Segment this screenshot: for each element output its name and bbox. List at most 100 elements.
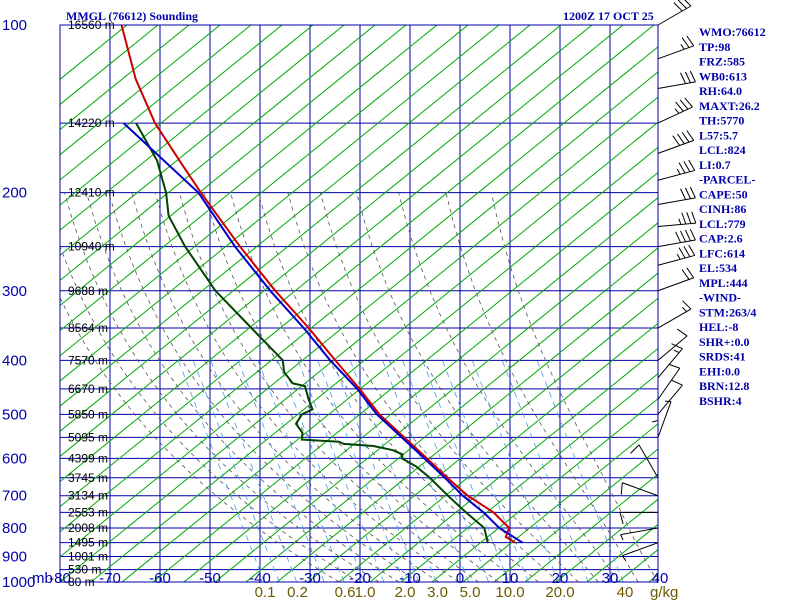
wind-barb-staff: [657, 81, 696, 89]
wind-barb-flag: [681, 269, 690, 280]
height-label: 3134 m: [68, 489, 108, 503]
dry-adiabat: [152, 171, 658, 582]
dry-adiabat: [493, 448, 658, 582]
height-label: 1495 m: [68, 536, 108, 550]
height-label: 530 m: [68, 563, 101, 577]
wind-barb-flag: [673, 2, 683, 12]
mixing-ratio-label: 0.2: [287, 584, 308, 600]
height-label: 2553 m: [68, 505, 108, 519]
parameter-line: MAXT:26.2: [699, 99, 760, 113]
moist-adiabat: [60, 296, 340, 582]
wind-barb-flag: [678, 218, 682, 225]
mixing-ratio-line: [277, 360, 365, 582]
mixing-ratio-line: [317, 360, 405, 582]
chart-time: 1200Z 17 OCT 25: [563, 9, 654, 23]
dry-adiabat: [60, 25, 376, 282]
moist-adiabat: [203, 192, 499, 582]
height-label: 3745 m: [68, 471, 108, 485]
wind-barb-flag: [621, 555, 627, 561]
dry-adiabat: [60, 25, 252, 181]
moist-adiabat: [108, 192, 420, 582]
height-label: 2008 m: [68, 521, 108, 535]
height-label: 1001 m: [68, 550, 108, 564]
moist-adiabat: [154, 192, 459, 582]
wind-barb-flag: [619, 512, 624, 525]
parameter-line: WB0:613: [699, 69, 747, 83]
height-label: 7570 m: [68, 353, 108, 367]
wind-barb-flag: [689, 228, 696, 241]
temperature-tick-label: -60: [149, 570, 171, 587]
parameter-line: FRZ:585: [699, 55, 745, 69]
dry-adiabat: [214, 222, 658, 582]
wind-barb-staff: [657, 348, 683, 379]
wind-barb-staff: [657, 254, 695, 266]
mixing-ratio-label: 1.0: [355, 584, 376, 600]
height-label: 8564 m: [68, 321, 108, 335]
temperature-tick-label: -70: [99, 570, 121, 587]
dry-adiabat: [338, 322, 658, 582]
mixing-ratio-line: [349, 360, 437, 582]
dry-adiabat: [60, 46, 658, 533]
wind-barb-flag: [675, 231, 682, 243]
parameter-line: LCL:779: [699, 217, 746, 231]
dry-adiabat: [60, 25, 345, 256]
wind-barb-flag: [678, 247, 686, 259]
pressure-axis-labels: 100 200 300 400 500 600 700 800 900 1000: [2, 17, 35, 591]
wind-barb-flag: [683, 246, 691, 257]
wind-barb-staff: [657, 106, 693, 124]
dry-adiabat: [90, 121, 658, 582]
wind-barb-flag: [686, 212, 692, 224]
height-label: 10940 m: [68, 240, 115, 254]
wind-barb-flag: [672, 135, 681, 146]
moist-adiabat: [319, 192, 579, 582]
wind-barb-staff: [620, 527, 659, 536]
mixing-ratio-labels: 0.1 0.2 0.6 1.0 2.0 3.0 5.0 10.0 20.0 40: [255, 584, 634, 600]
mixing-ratio-line: [192, 360, 280, 582]
temperature-tick-label: -10: [399, 570, 421, 587]
wind-barb-flag: [680, 72, 687, 84]
wind-barb-staff: [657, 308, 692, 329]
wind-barb-flag: [681, 306, 687, 312]
moist-adiabat: [131, 192, 439, 582]
wind-barb-flag: [686, 130, 695, 141]
wind-barb-flag: [681, 131, 690, 143]
dry-adiabat: [60, 71, 658, 558]
wind-barb-staff: [657, 335, 688, 361]
mixing-ratio-label: 2.0: [395, 584, 416, 600]
moist-adiabat: [178, 192, 479, 582]
parameter-line: WMO:76612: [699, 25, 766, 39]
wind-barb-staff: [638, 444, 659, 479]
wind-barb-flag: [630, 444, 640, 454]
pressure-tick-label: 500: [2, 406, 27, 423]
mixing-ratio-line: [536, 360, 624, 582]
pressure-tick-label: 800: [2, 520, 27, 537]
wind-barb-staff: [657, 222, 696, 227]
wind-barb-staff: [657, 401, 672, 438]
dry-adiabat-lines: [60, 25, 658, 582]
parameter-line: MPL:444: [699, 276, 748, 290]
dry-adiabat: [431, 398, 658, 582]
parameter-line: SRDS:41: [699, 350, 746, 364]
mixing-ratio-label: 20.0: [545, 584, 574, 600]
wind-barb-flag: [675, 101, 684, 112]
wind-barb-flag: [684, 97, 693, 108]
temperature-tick-label: -20: [349, 570, 371, 587]
dry-adiabat: [60, 25, 655, 508]
wind-barb-flag: [680, 230, 687, 243]
wind-barb-staff: [657, 384, 683, 415]
temperature-axis-labels: -80 -70 -60 -50 -40 -30 -20 -10 0 10 20 30 40: [49, 570, 668, 587]
dry-adiabat: [307, 297, 658, 582]
mixing-ratio-line: [332, 360, 420, 582]
wind-barb-flag: [683, 161, 691, 172]
parameter-line: TP:98: [699, 40, 730, 54]
mixing-ratio-line: [402, 360, 489, 582]
parameter-line: HEL:-8: [699, 320, 738, 334]
mixing-ratio-line: [441, 360, 529, 582]
parameter-line: BSHR:4: [699, 394, 742, 408]
wind-barb-staff: [657, 5, 692, 26]
wind-barb-flag: [673, 349, 680, 354]
wind-barb-flag: [684, 187, 691, 199]
dry-adiabat: [121, 146, 658, 582]
